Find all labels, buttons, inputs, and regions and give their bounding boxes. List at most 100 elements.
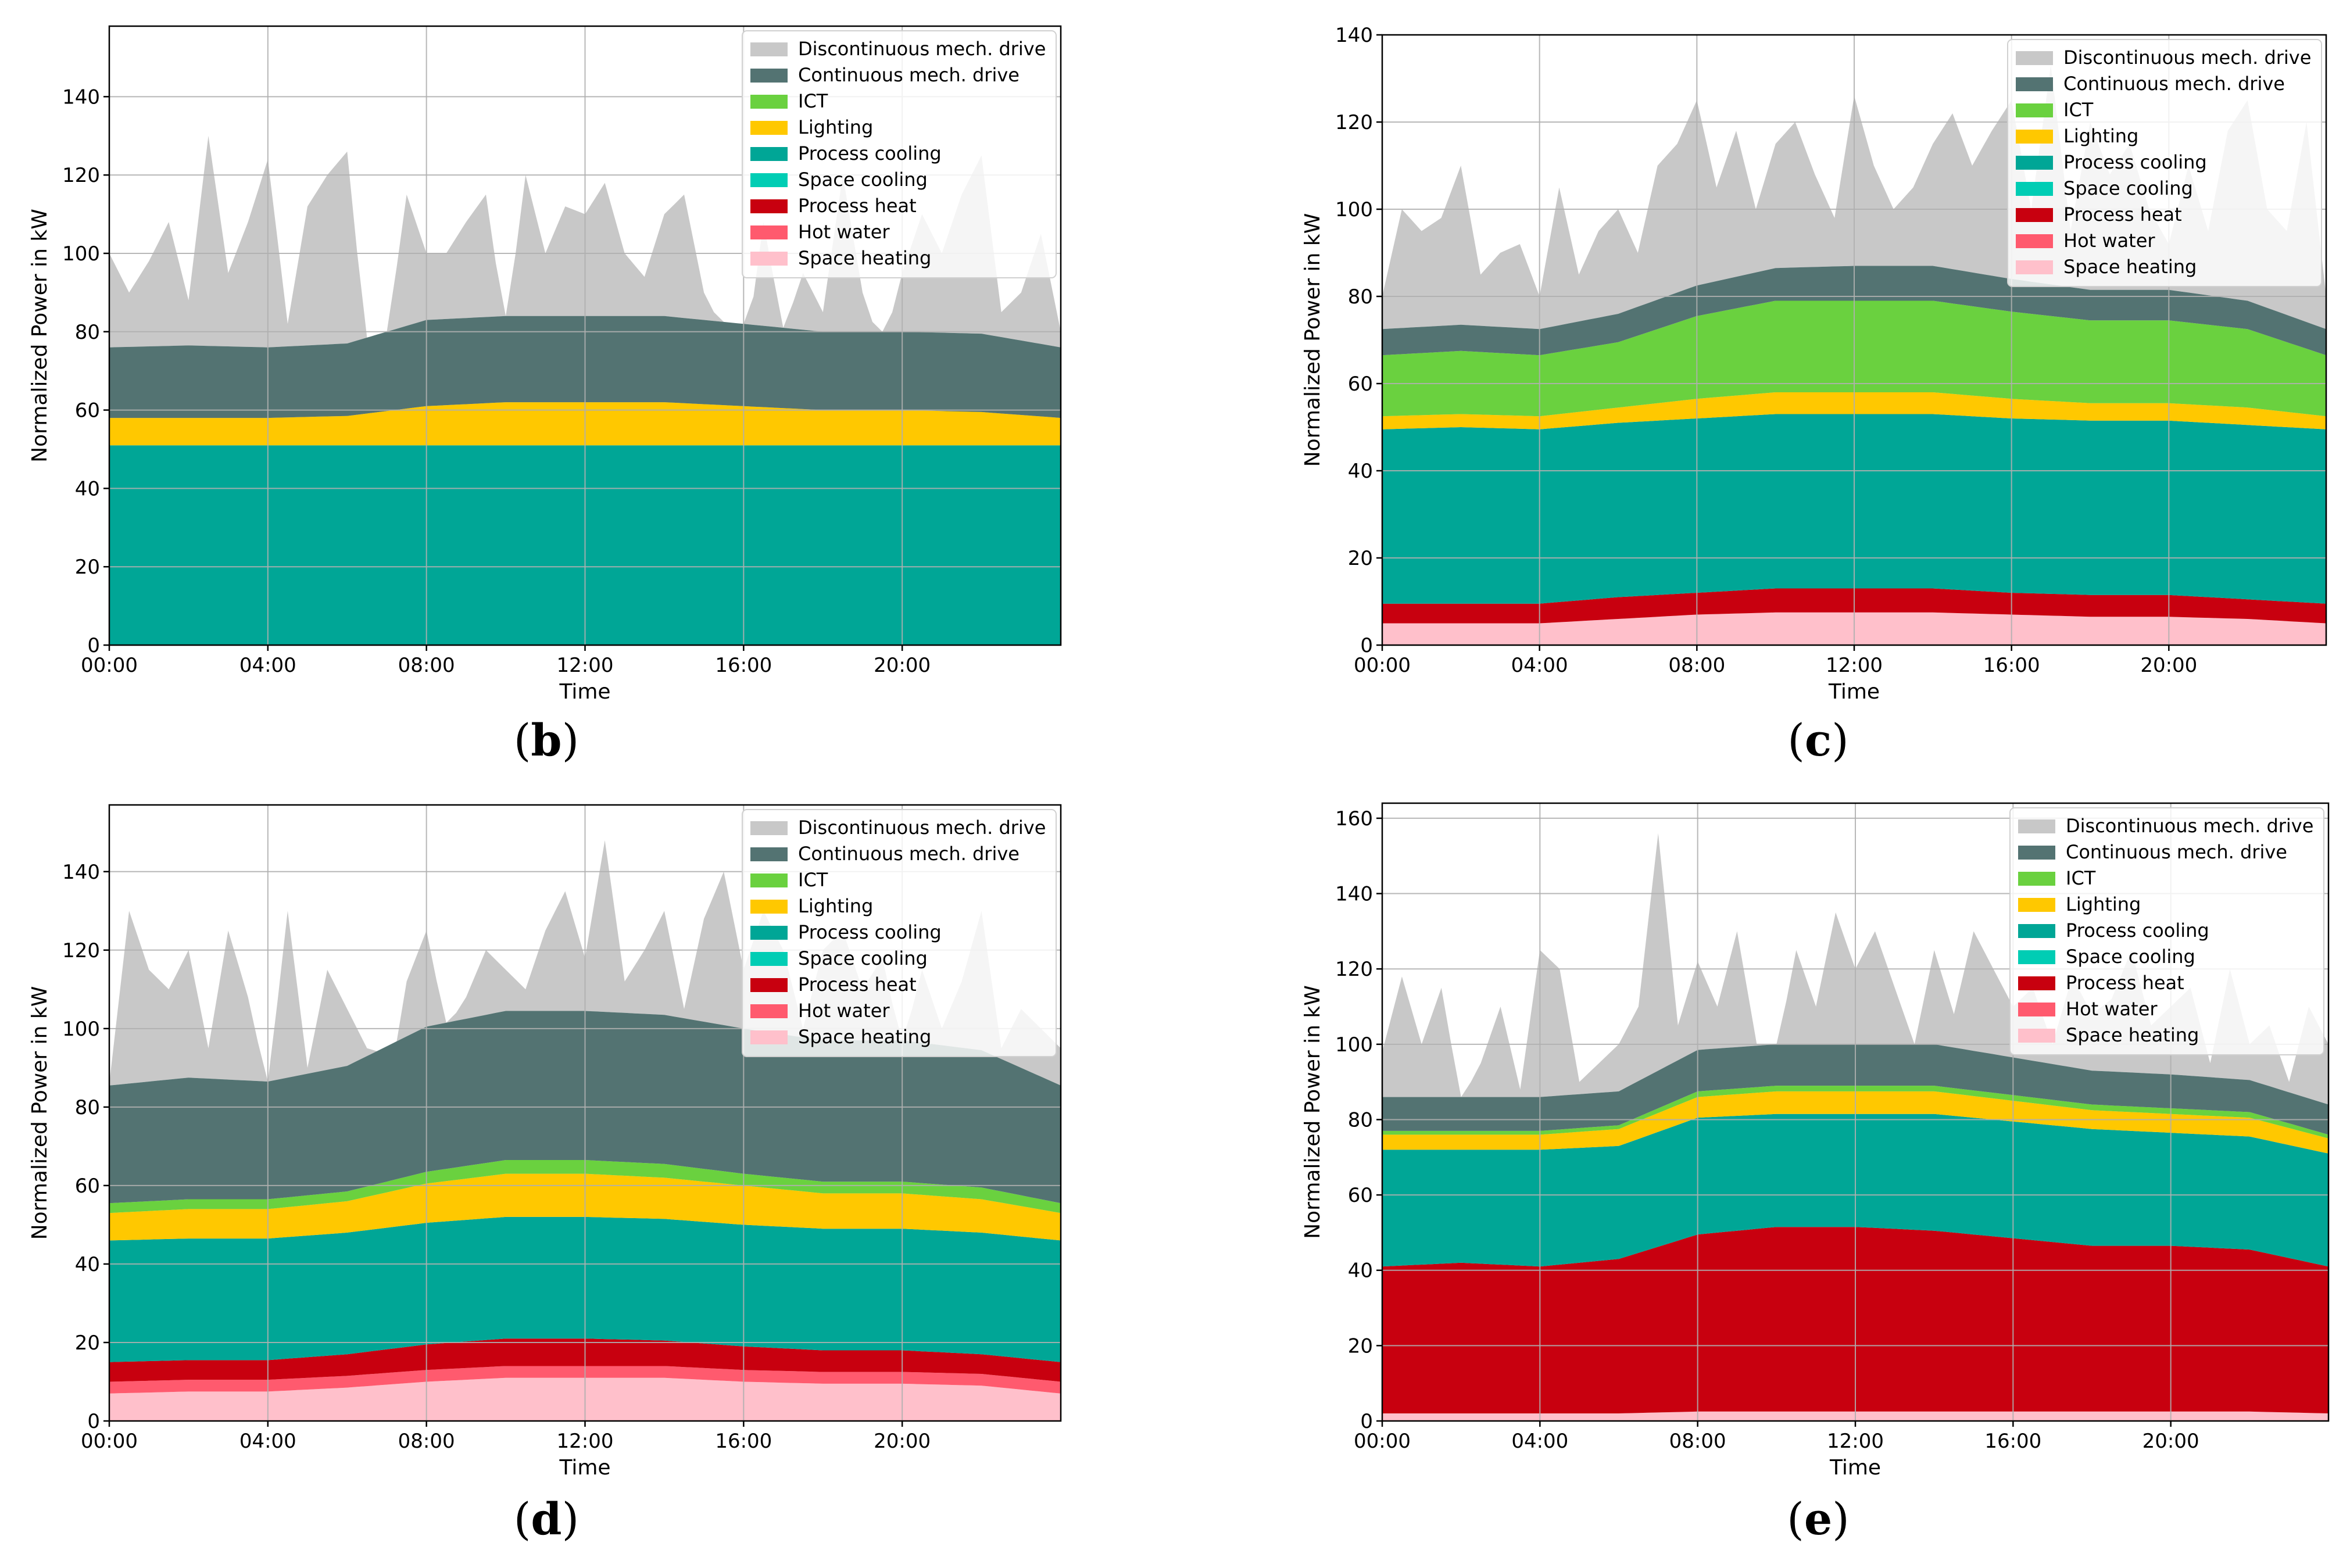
- legend-entry: Continuous mech. drive: [798, 843, 1020, 865]
- x-tick-label: 04:00: [239, 1430, 296, 1453]
- legend-swatch: [750, 147, 788, 161]
- x-tick-label: 00:00: [1354, 654, 1411, 677]
- y-tick-label: 20: [75, 1331, 100, 1355]
- x-tick-label: 12:00: [557, 654, 614, 677]
- panel-b: 0 20 40 60 80 100 120 140 00:00 04:00 08:00 12:00 16…: [28, 25, 1062, 766]
- x-tick-label: 20:00: [874, 654, 931, 677]
- legend-entry: Hot water: [798, 1000, 890, 1022]
- legend-box: [742, 809, 1057, 1057]
- x-axis-label: Time: [559, 680, 610, 704]
- legend-swatch: [750, 225, 788, 239]
- y-axis-label: Normalized Power in kW: [28, 209, 52, 463]
- y-axis-label: Normalized Power in kW: [1301, 213, 1325, 467]
- legend-entry: Space heating: [2066, 1024, 2199, 1046]
- legend-swatch: [2018, 898, 2055, 912]
- legend-swatch: [750, 95, 788, 109]
- y-tick-label: 100: [1335, 198, 1373, 221]
- legend-entry: Space heating: [798, 247, 931, 269]
- legend-swatch: [2016, 77, 2053, 91]
- legend-box: [2007, 39, 2322, 287]
- legend-entry: Lighting: [798, 895, 873, 917]
- legend-swatch: [2018, 1029, 2055, 1043]
- x-tick-label: 08:00: [1669, 1430, 1726, 1453]
- y-tick-label: 0: [87, 634, 100, 657]
- y-tick-label: 20: [1348, 547, 1373, 570]
- legend-swatch: [2018, 819, 2055, 833]
- x-tick-label: 20:00: [2140, 654, 2197, 677]
- y-tick-label: 80: [1348, 285, 1373, 309]
- legend-swatch: [750, 821, 788, 835]
- y-tick-label: 40: [1348, 1259, 1373, 1283]
- legend-entry: Continuous mech. drive: [798, 64, 1020, 86]
- legend-swatch: [2016, 130, 2053, 144]
- legend-swatch: [750, 69, 788, 83]
- legend-entry: Space cooling: [2066, 946, 2195, 968]
- legend-entry: ICT: [798, 90, 828, 112]
- x-tick-label: 00:00: [81, 654, 138, 677]
- y-tick-label: 120: [62, 939, 100, 962]
- area-hot-water: [109, 1366, 1061, 1394]
- y-tick-label: 20: [75, 556, 100, 579]
- legend-entry: Process heat: [798, 973, 917, 996]
- x-tick-label: 04:00: [239, 654, 296, 677]
- legend-entry: Space heating: [798, 1026, 931, 1048]
- legend-entry: ICT: [2066, 867, 2096, 889]
- panel-c: 0 20 40 60 80 100 120 140 00:00 04:00 08:00 12:00 16…: [1301, 24, 2327, 766]
- y-tick-label: 60: [1348, 373, 1373, 396]
- panel-e: 0 20 40 60 80 100 120 140 160 00:00 04:00 08:00 12:0…: [1301, 802, 2330, 1545]
- legend: Discontinuous mech. drive Continuous mech…: [2007, 39, 2322, 287]
- y-tick-label: 160: [1335, 807, 1373, 830]
- x-tick-label: 16:00: [1984, 1430, 2041, 1453]
- y-tick-label: 0: [1360, 634, 1373, 657]
- y-tick-label: 120: [1335, 958, 1373, 981]
- legend-swatch: [750, 978, 788, 992]
- legend-swatch: [750, 847, 788, 861]
- legend-entry: Lighting: [2063, 125, 2138, 147]
- x-tick-label: 16:00: [715, 654, 772, 677]
- x-tick-label: 12:00: [1827, 1430, 1884, 1453]
- area-continuous-mech-drive: [1382, 266, 2326, 356]
- legend: Discontinuous mech. drive Continuous mech…: [742, 30, 1057, 278]
- x-tick-label: 00:00: [1354, 1430, 1411, 1453]
- legend-swatch: [2016, 260, 2053, 274]
- y-tick-label: 40: [75, 477, 100, 500]
- legend-swatch: [2016, 51, 2053, 65]
- legend-entry: Discontinuous mech. drive: [798, 817, 1046, 839]
- x-tick-label: 20:00: [2142, 1430, 2199, 1453]
- y-tick-label: 40: [1348, 460, 1373, 483]
- legend-swatch: [750, 252, 788, 266]
- legend-swatch: [2016, 208, 2053, 222]
- legend-entry: Lighting: [798, 116, 873, 138]
- legend-entry: Process cooling: [798, 921, 942, 943]
- legend-entry: Discontinuous mech. drive: [798, 38, 1046, 60]
- legend-entry: Discontinuous mech. drive: [2063, 46, 2311, 69]
- legend: Discontinuous mech. drive Continuous mech…: [2009, 807, 2324, 1055]
- legend-swatch: [750, 42, 788, 56]
- y-tick-label: 20: [1348, 1334, 1373, 1358]
- panel-label: (c): [1787, 714, 1849, 766]
- x-axis-label: Time: [1828, 680, 1880, 704]
- legend: Discontinuous mech. drive Continuous mech…: [742, 809, 1057, 1057]
- x-tick-label: 12:00: [557, 1430, 614, 1453]
- area-ict: [109, 1160, 1061, 1213]
- y-tick-label: 0: [1360, 1410, 1373, 1433]
- y-tick-label: 140: [62, 861, 100, 884]
- y-tick-label: 100: [62, 1018, 100, 1041]
- legend-box: [2009, 807, 2324, 1055]
- legend-box: [742, 30, 1057, 278]
- x-tick-label: 08:00: [1668, 654, 1725, 677]
- panel-d: 0 20 40 60 80 100 120 140 00:00 04:00 08:00 12:00 16…: [28, 804, 1062, 1545]
- legend-swatch: [2016, 156, 2053, 170]
- x-tick-label: 04:00: [1511, 1430, 1568, 1453]
- x-tick-label: 08:00: [398, 654, 455, 677]
- legend-swatch: [2018, 872, 2055, 886]
- legend-entry: Process cooling: [2063, 151, 2207, 173]
- legend-entry: Hot water: [2063, 230, 2155, 252]
- legend-swatch: [750, 952, 788, 966]
- x-tick-label: 16:00: [1983, 654, 2040, 677]
- legend-entry: Process heat: [2063, 203, 2182, 225]
- legend-swatch: [2018, 846, 2055, 860]
- area-continuous-mech-drive: [1382, 1044, 2328, 1135]
- y-axis-label: Normalized Power in kW: [28, 986, 52, 1240]
